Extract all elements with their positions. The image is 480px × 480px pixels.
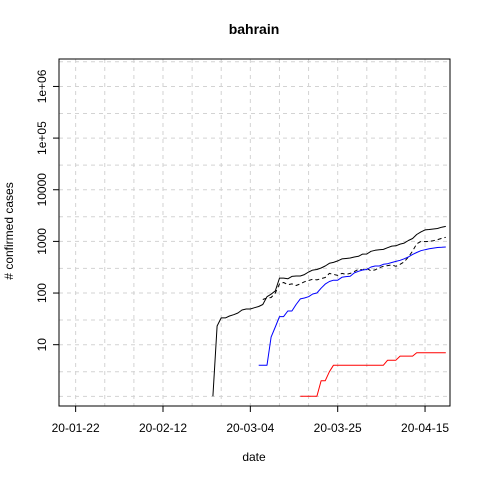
series-line-4 (300, 352, 446, 397)
y-tick-label: 1e+06 (35, 69, 49, 103)
y-tick-label: 10 (35, 338, 49, 352)
grid (59, 59, 450, 406)
x-tick-label: 20-02-12 (139, 421, 187, 435)
x-tick-label: 20-04-15 (401, 421, 449, 435)
y-tick-label: 1000 (35, 228, 49, 255)
y-tick-label: 10000 (35, 173, 49, 207)
y-axis-title: # confirmed cases (2, 182, 16, 279)
series-line-1 (212, 225, 446, 397)
x-axis-title: date (242, 450, 266, 464)
x-tick-label: 20-01-22 (52, 421, 100, 435)
x-tick-label: 20-03-04 (226, 421, 274, 435)
axes: 20-01-22 20-02-12 20-03-04 20-03-25 20-04-15… (35, 69, 449, 435)
y-tick-label: 100 (35, 283, 49, 303)
chart-title: bahrain (229, 21, 280, 37)
x-tick-label: 20-03-25 (314, 421, 362, 435)
y-tick-label: 1e+05 (35, 121, 49, 155)
series-line-3 (258, 246, 446, 366)
series-group (212, 225, 446, 397)
series-line-2 (262, 236, 446, 300)
